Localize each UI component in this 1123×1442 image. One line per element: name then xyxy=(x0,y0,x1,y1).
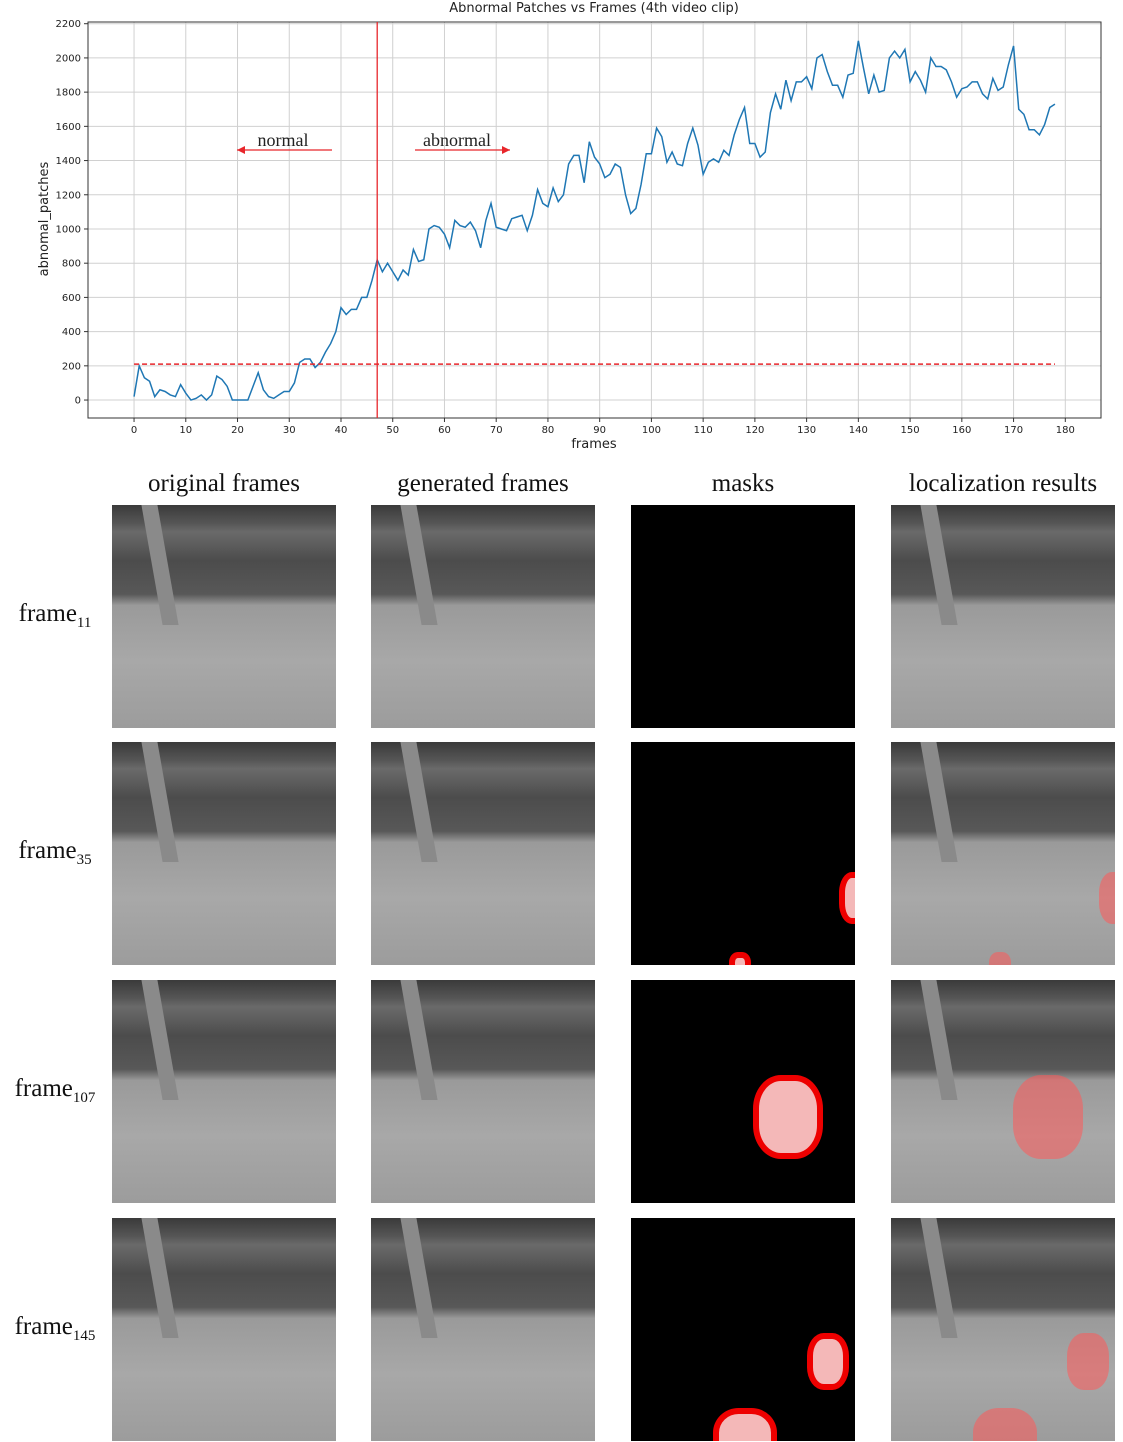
annotation: normal xyxy=(258,130,309,150)
y-tick-label: 2000 xyxy=(56,53,81,64)
x-tick-label: 20 xyxy=(231,425,244,436)
x-tick-label: 160 xyxy=(952,425,971,436)
anomaly-region xyxy=(753,1075,823,1159)
data-line xyxy=(134,41,1055,400)
row-label-text: frame xyxy=(19,600,77,627)
x-tick-label: 60 xyxy=(438,425,451,436)
video-frame xyxy=(371,505,595,728)
anomaly-region xyxy=(839,872,855,924)
row-label: frame11 xyxy=(0,600,110,632)
x-tick-label: 120 xyxy=(745,425,764,436)
anomaly-region xyxy=(1013,1075,1083,1159)
video-frame xyxy=(891,742,1115,965)
anomaly-region xyxy=(989,952,1011,965)
video-frame xyxy=(112,1218,336,1441)
x-tick-label: 10 xyxy=(179,425,192,436)
arrow-head xyxy=(237,146,245,154)
mask-image xyxy=(631,1218,855,1441)
video-frame xyxy=(112,980,336,1203)
anomaly-region xyxy=(807,1333,849,1390)
mask-image xyxy=(631,980,855,1203)
row-label-subscript: 107 xyxy=(73,1090,96,1106)
plot-frame xyxy=(88,22,1101,418)
row-label-text: frame xyxy=(15,1075,73,1102)
column-header: localization results xyxy=(873,470,1123,498)
x-tick-label: 70 xyxy=(490,425,503,436)
chart-title: Abnormal Patches vs Frames (4th video cl… xyxy=(449,1,739,16)
y-tick-label: 400 xyxy=(62,327,81,338)
annotation: abnormal xyxy=(423,130,491,150)
x-tick-label: 30 xyxy=(283,425,296,436)
x-tick-label: 100 xyxy=(642,425,661,436)
x-tick-label: 140 xyxy=(849,425,868,436)
y-tick-label: 1200 xyxy=(56,190,81,201)
column-header: original frames xyxy=(94,470,354,498)
y-tick-label: 800 xyxy=(62,259,81,270)
y-tick-label: 200 xyxy=(62,361,81,372)
page: Abnormal Patches vs Frames (4th video cl… xyxy=(0,0,1123,1442)
y-tick-label: 0 xyxy=(75,396,81,407)
x-tick-label: 130 xyxy=(797,425,816,436)
x-tick-label: 170 xyxy=(1004,425,1023,436)
row-label-subscript: 145 xyxy=(73,1328,96,1344)
x-axis-label: frames xyxy=(571,437,617,452)
mask-image xyxy=(631,742,855,965)
mask-image xyxy=(631,505,855,728)
video-frame xyxy=(371,980,595,1203)
anomaly-region xyxy=(973,1408,1037,1441)
anomaly-region xyxy=(1099,872,1115,924)
video-frame xyxy=(112,742,336,965)
chart: Abnormal Patches vs Frames (4th video cl… xyxy=(0,0,1123,455)
video-frame xyxy=(371,742,595,965)
video-frame xyxy=(891,980,1115,1203)
y-tick-label: 1000 xyxy=(56,224,81,235)
column-header: generated frames xyxy=(353,470,613,498)
row-label: frame145 xyxy=(0,1313,110,1345)
row-label-subscript: 11 xyxy=(77,615,91,631)
x-tick-label: 90 xyxy=(593,425,606,436)
row-label: frame35 xyxy=(0,837,110,869)
video-frame xyxy=(891,505,1115,728)
y-tick-label: 2200 xyxy=(56,19,81,30)
x-tick-label: 150 xyxy=(901,425,920,436)
row-label-text: frame xyxy=(15,1313,73,1340)
video-frame xyxy=(891,1218,1115,1441)
anomaly-region xyxy=(1067,1333,1109,1390)
video-frame xyxy=(112,505,336,728)
x-tick-label: 80 xyxy=(542,425,555,436)
y-axis-label: abnomal_patches xyxy=(37,161,52,276)
y-tick-label: 1600 xyxy=(56,122,81,133)
y-tick-label: 1800 xyxy=(56,88,81,99)
anomaly-region xyxy=(729,952,751,965)
row-label: frame107 xyxy=(0,1075,110,1107)
y-tick-label: 600 xyxy=(62,293,81,304)
y-tick-label: 1400 xyxy=(56,156,81,167)
x-tick-label: 0 xyxy=(131,425,137,436)
x-tick-label: 110 xyxy=(694,425,713,436)
row-label-text: frame xyxy=(18,837,76,864)
video-frame xyxy=(371,1218,595,1441)
row-label-subscript: 35 xyxy=(77,852,92,868)
arrow-head xyxy=(502,146,510,154)
x-tick-label: 40 xyxy=(335,425,348,436)
x-tick-label: 180 xyxy=(1056,425,1075,436)
column-header: masks xyxy=(613,470,873,498)
anomaly-region xyxy=(713,1408,777,1441)
x-tick-label: 50 xyxy=(386,425,399,436)
